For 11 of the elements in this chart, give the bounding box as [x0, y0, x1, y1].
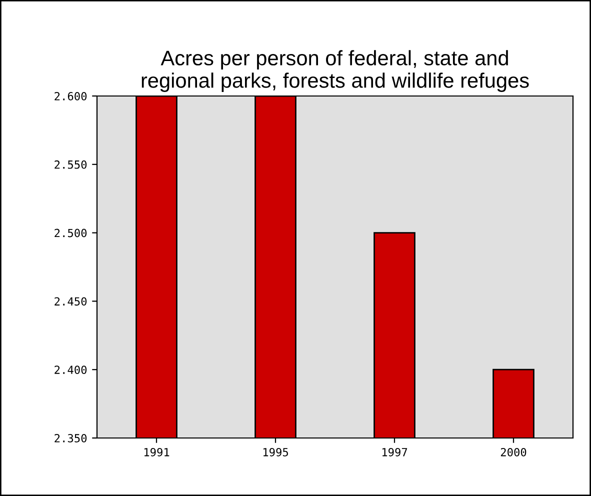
- y-tick-label: 2.500: [54, 228, 87, 238]
- x-tick-label: 1995: [263, 448, 288, 456]
- x-tick-label: 1991: [144, 448, 170, 456]
- y-tick-label: 2.350: [54, 434, 87, 442]
- y-tick-label: 2.400: [54, 366, 87, 374]
- chart-title: Acres per person of federal, state and regional parks, forests and wildlife refuges: [142, 50, 529, 92]
- y-tick-label: 2.450: [54, 297, 87, 306]
- x-tick-label: 2000: [500, 448, 526, 456]
- y-tick-label: 2.550: [54, 160, 87, 169]
- x-tick-label: 1997: [382, 448, 408, 456]
- y-tick-label: 2.600: [54, 92, 87, 100]
